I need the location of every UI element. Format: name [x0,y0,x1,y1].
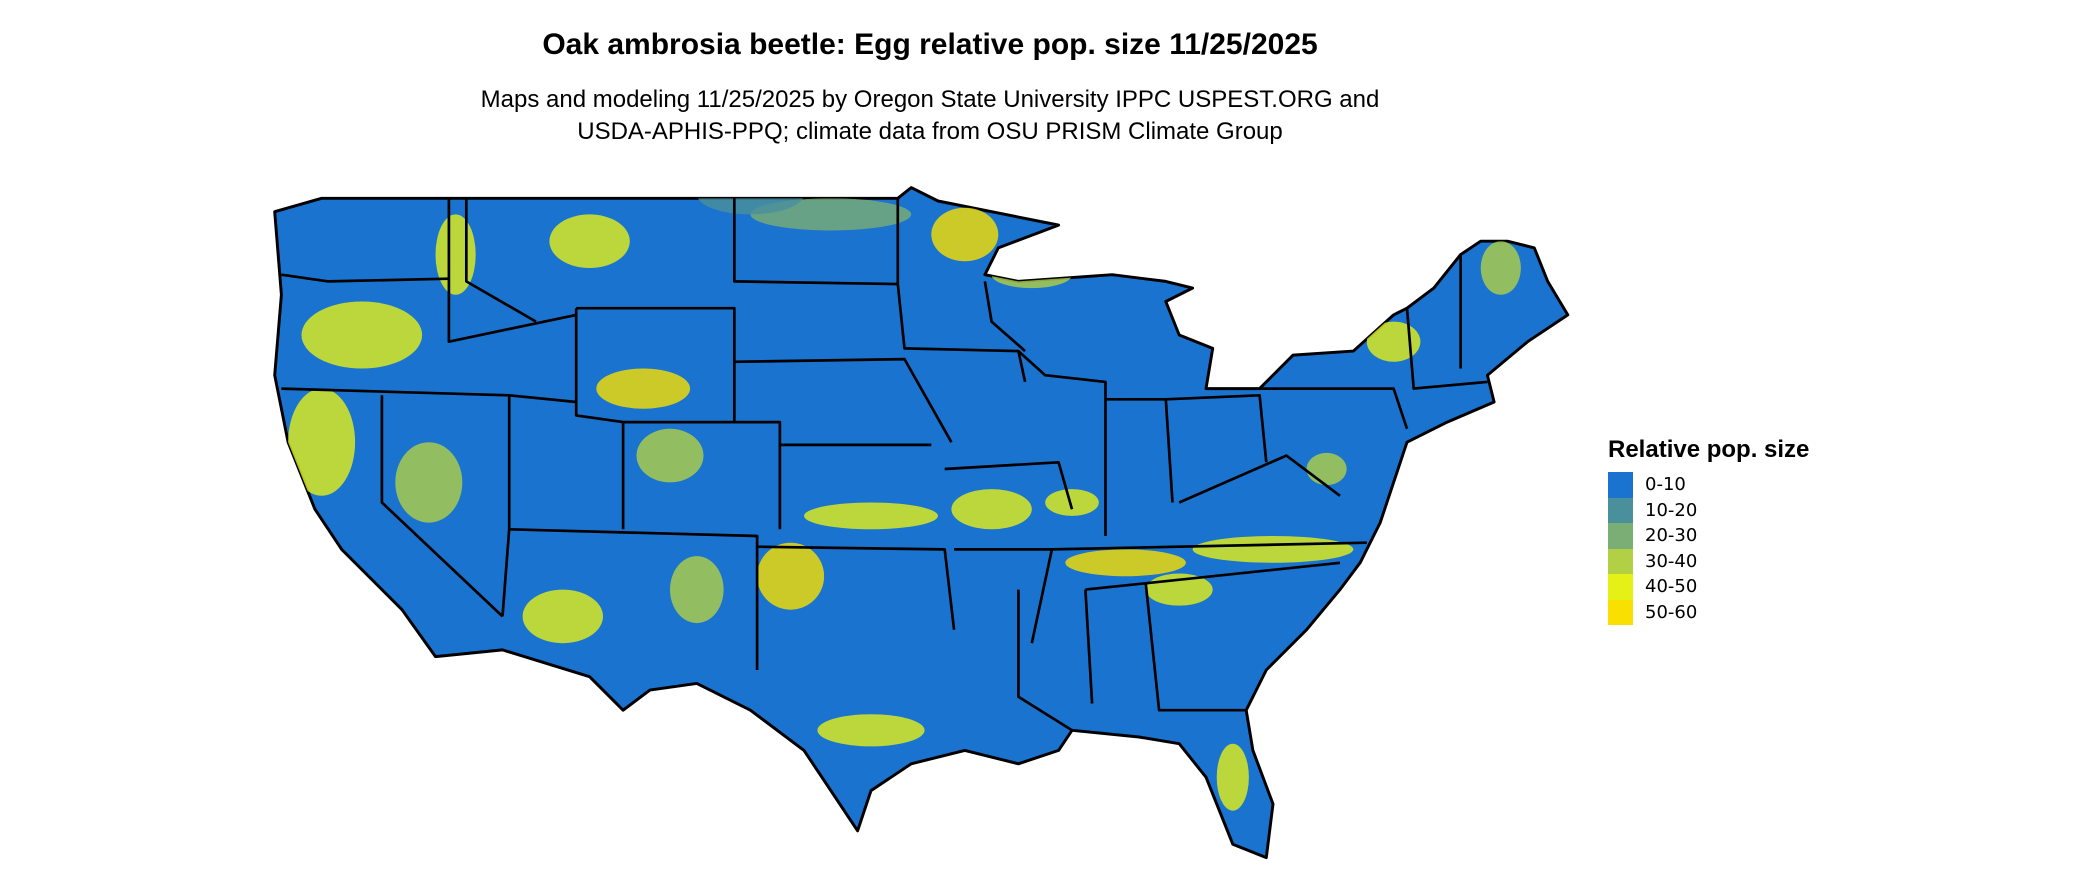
hotspot-patch [1480,241,1521,295]
hotspot-patch [951,489,1032,530]
hotspot-patch [931,207,999,262]
hotspot-patch [804,502,938,530]
legend-item: 40-50 [1608,574,1809,600]
map-title: Oak ambrosia beetle: Egg relative pop. s… [542,28,1318,61]
subtitle-line-2: USDA-APHIS-PPQ; climate data from OSU PR… [577,118,1283,145]
hotspot-patch [1045,489,1099,516]
legend-swatch [1608,497,1633,523]
hotspot-patch [670,556,724,624]
hotspot-patch [596,368,691,409]
legend-item: 10-20 [1608,497,1809,523]
population-hotspots [288,187,1521,811]
hotspot-patch [301,301,423,369]
legend-swatch [1608,472,1633,498]
hotspot-patch [395,442,463,523]
legend-label: 0-10 [1645,474,1686,496]
legend-swatch [1608,523,1633,549]
hotspot-patch [757,542,825,610]
hotspot-patch [1192,536,1354,563]
hotspot-patch [817,714,925,747]
legend-swatch [1608,548,1633,574]
legend-swatch [1608,574,1633,600]
hotspot-patch [696,187,805,215]
hotspot-patch [1065,549,1186,577]
legend-item: 0-10 [1608,472,1809,498]
hotspot-patch [522,589,603,644]
map-subtitle: Maps and modeling 11/25/2025 by Oregon S… [0,84,1860,148]
hotspot-patch [991,261,1072,289]
legend-item: 30-40 [1608,548,1809,574]
hotspot-patch [1366,321,1421,362]
legend-label: 10-20 [1645,499,1698,521]
hotspot-patch [1216,743,1249,811]
hotspot-patch [549,214,630,268]
legend-label: 40-50 [1645,576,1698,598]
hotspot-patch [288,388,356,496]
legend-label: 50-60 [1645,601,1698,623]
legend-swatch [1608,599,1633,625]
legend-label: 30-40 [1645,550,1698,572]
legend-item: 50-60 [1608,599,1809,625]
hotspot-patch [1306,452,1347,486]
hotspot-patch [636,428,704,483]
subtitle-line-1: Maps and modeling 11/25/2025 by Oregon S… [480,86,1380,113]
legend: Relative pop. size 0-10 10-20 20-30 30-40 40… [1608,436,1809,625]
legend-label: 20-30 [1645,525,1698,547]
legend-title: Relative pop. size [1608,436,1810,463]
legend-item: 20-30 [1608,523,1809,549]
state-borders [281,198,1488,732]
